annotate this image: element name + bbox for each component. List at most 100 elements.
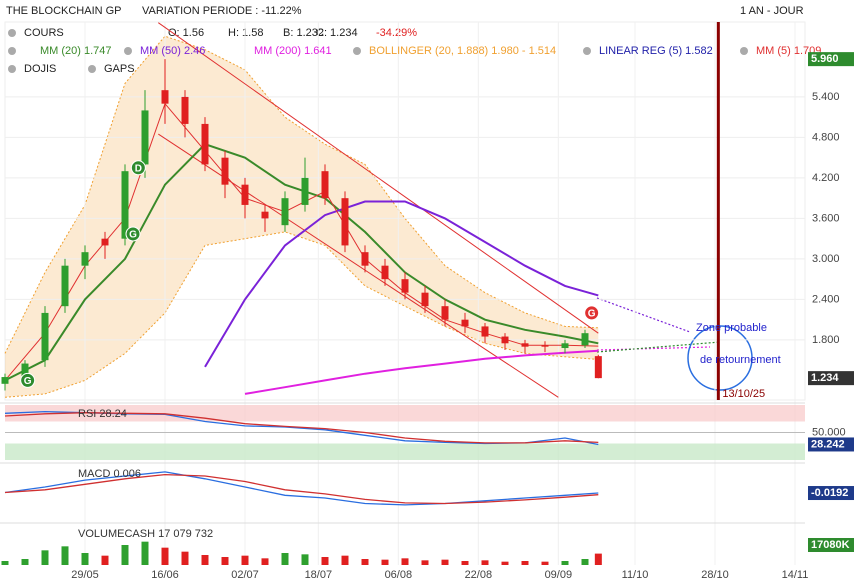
candle-body <box>321 171 329 199</box>
candle-body <box>301 177 309 205</box>
panel-title: VOLUMECASH 17 079 732 <box>78 528 213 540</box>
value-box-label: -0.0192 <box>811 487 848 499</box>
volume-bar <box>581 559 589 565</box>
value-box <box>808 437 854 452</box>
candle-body <box>594 356 602 379</box>
candle-body <box>21 363 29 378</box>
y-tick-label: 2.400 <box>812 293 840 305</box>
volume-bar <box>421 560 429 565</box>
volume-bar <box>261 558 269 565</box>
volume-bar <box>61 546 69 565</box>
volume-bar <box>161 547 169 565</box>
volume-bar <box>381 559 389 565</box>
indicator-line <box>4 412 599 444</box>
volume-bar <box>561 561 569 565</box>
projection-line <box>596 346 711 351</box>
change: -34.29% <box>376 27 417 39</box>
signal-marker <box>130 160 146 176</box>
oversold-zone <box>5 443 805 460</box>
legend-entry: MM (20) 1.747 <box>40 45 112 57</box>
x-tick-label: 09/09 <box>545 569 573 581</box>
legend-icons <box>8 29 748 73</box>
close: C: 1.234 <box>316 27 358 39</box>
moving-average <box>204 200 599 368</box>
volume-bar <box>461 561 469 565</box>
legend-dojis: DOJIS <box>24 63 56 75</box>
x-tick-label: 22/08 <box>465 569 493 581</box>
value-box <box>808 538 854 552</box>
y-tick-label: 5.400 <box>812 91 840 103</box>
bollinger-area <box>5 36 599 398</box>
instrument-name: THE BLOCKCHAIN GP <box>6 5 122 17</box>
y-tick-label: 1.800 <box>812 334 840 346</box>
candle-body <box>281 198 289 226</box>
candle-body <box>561 343 569 349</box>
x-tick-label: 18/07 <box>305 569 333 581</box>
volume-bar <box>201 555 209 565</box>
x-tick-label: 14/11 <box>782 569 809 581</box>
period: 1 AN - JOUR <box>740 5 804 17</box>
candle-body <box>501 336 509 344</box>
marker-label: 13/10/25 <box>722 388 765 400</box>
volume-bar <box>121 545 129 565</box>
x-tick-label: 29/05 <box>71 569 99 581</box>
volume-bar <box>441 559 449 565</box>
projections <box>596 297 721 353</box>
candle-body <box>101 238 109 246</box>
candle-body <box>141 110 149 165</box>
x-tick-label: 06/08 <box>385 569 413 581</box>
volume-bar <box>341 555 349 565</box>
candle-body <box>581 333 589 346</box>
regression-upper <box>158 22 599 334</box>
annotation: de retournement <box>700 354 781 366</box>
value-box <box>808 486 854 501</box>
indicator-line <box>4 471 599 506</box>
legend-cours: COURS <box>24 27 64 39</box>
signal-label: G <box>24 376 32 387</box>
signal-marker <box>20 372 36 388</box>
signal-marker <box>584 305 600 321</box>
candle-body <box>421 292 429 307</box>
signal-label: G <box>588 309 596 320</box>
volume-bar <box>481 560 489 565</box>
candle-body <box>61 265 69 307</box>
gear-icon <box>8 29 16 37</box>
legend-entry: LINEAR REG (5) 1.582 <box>599 45 713 57</box>
value-box-label: 5.960 <box>811 53 839 65</box>
candle-body <box>261 211 269 219</box>
volume-bar <box>1 561 9 565</box>
value-box <box>808 371 854 386</box>
y-tick-label: 4.800 <box>812 131 840 143</box>
x-tick-label: 11/10 <box>622 569 649 581</box>
projection-line <box>596 297 691 333</box>
candle-body <box>81 252 89 266</box>
value-box <box>808 52 854 67</box>
volume-bar <box>401 558 409 565</box>
candle-body <box>221 157 229 185</box>
signal-marker <box>125 226 141 242</box>
gear-icon <box>88 65 96 73</box>
legend-entry: BOLLINGER (20, 1.888) 1.980 - 1.514 <box>369 45 556 57</box>
gear-icon <box>740 47 748 55</box>
legend-entry: MM (50) 2.46 <box>140 45 205 57</box>
x-tick-label: 02/07 <box>231 569 259 581</box>
volume-bar <box>594 553 602 565</box>
candle-body <box>401 279 409 293</box>
gear-icon <box>8 65 16 73</box>
reversal-zone <box>687 325 753 391</box>
candle-body <box>521 343 529 347</box>
gear-icon <box>8 47 16 55</box>
y-tick-label: 3.600 <box>812 212 840 224</box>
volume-bar <box>541 561 549 565</box>
indicator-line <box>4 473 599 505</box>
volume-bar <box>221 557 229 565</box>
volume-bar <box>181 551 189 565</box>
panel-title: MACD 0.006 <box>78 468 141 480</box>
volume-bar <box>281 553 289 565</box>
variation: VARIATION PERIODE : -11.22% <box>142 5 302 17</box>
volume-bar <box>81 553 89 565</box>
candle-body <box>41 312 49 361</box>
volume-bar <box>521 561 529 565</box>
high: H: 1.58 <box>228 27 263 39</box>
